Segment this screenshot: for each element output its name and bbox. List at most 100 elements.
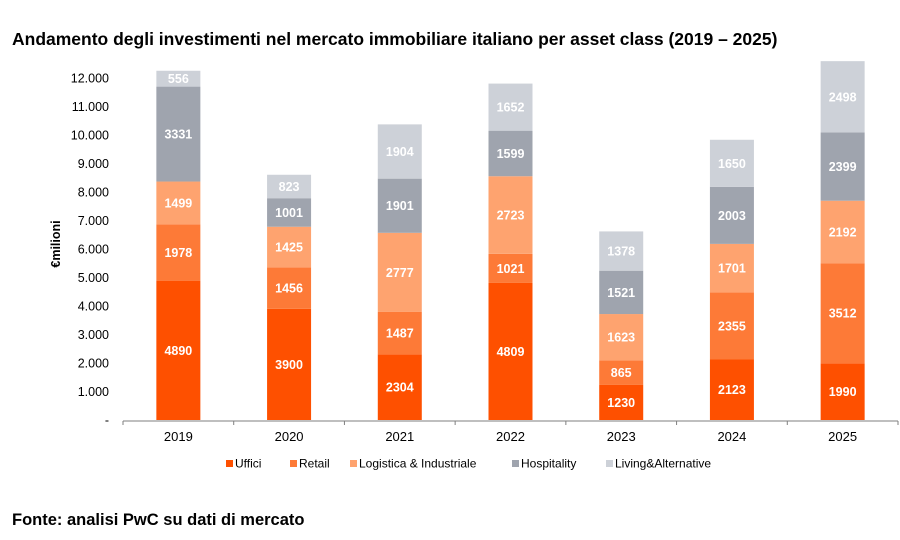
x-tick-label: 2022 xyxy=(496,429,525,444)
legend-swatch xyxy=(350,460,357,467)
bar-segment-living-alternative xyxy=(820,61,865,133)
data-label: 2123 xyxy=(718,383,746,397)
y-tick-label: 2.000 xyxy=(78,357,109,371)
bar-stack-2024: 2123 2355 1701 2003 1650 xyxy=(709,139,754,420)
y-tick-label: 7.000 xyxy=(78,214,109,228)
data-label: 2003 xyxy=(718,209,746,223)
data-label: 2355 xyxy=(718,319,746,333)
bar-segment-living-alternative xyxy=(709,139,754,187)
bar-segment-uffici xyxy=(377,354,422,420)
bar-segment-logistica-industriale xyxy=(488,176,533,254)
data-label: 556 xyxy=(168,72,189,86)
data-label: 1230 xyxy=(607,396,635,410)
source-note: Fonte: analisi PwC su dati di mercato xyxy=(12,511,305,529)
legend-swatch xyxy=(606,460,613,467)
legend-label: Retail xyxy=(299,457,330,471)
data-label: 4809 xyxy=(497,345,525,359)
bar-segment-hospitality xyxy=(156,86,201,182)
data-label: 1521 xyxy=(607,286,635,300)
bars: 4890 1978 1499 3331 556 3900 1456 1425 1001 823 23… xyxy=(156,61,865,420)
bar-segment-uffici xyxy=(488,282,533,420)
legend-label: Living&Alternative xyxy=(615,457,711,471)
legend-label: Hospitality xyxy=(521,457,576,471)
bar-segment-living-alternative xyxy=(488,83,533,131)
bar-segment-hospitality xyxy=(599,270,644,315)
data-label: 2399 xyxy=(829,160,857,174)
y-tick-label: 8.000 xyxy=(78,186,109,200)
bar-segment-retail xyxy=(267,267,312,309)
data-label: 1701 xyxy=(718,262,746,276)
data-label: 823 xyxy=(279,180,300,194)
x-tick-label: 2019 xyxy=(164,429,193,444)
bar-segment-uffici xyxy=(156,280,201,420)
y-tick-label: 3.000 xyxy=(78,328,109,342)
data-label: 1650 xyxy=(718,157,746,171)
legend-item-logistica-industriale: Logistica & Industriale xyxy=(350,457,477,471)
legend-item-retail: Retail xyxy=(290,457,330,471)
bar-segment-retail xyxy=(599,360,644,385)
bar-segment-logistica-industriale xyxy=(599,314,644,361)
bar-segment-uffici xyxy=(267,308,312,420)
y-tick-label: 10.000 xyxy=(71,129,109,143)
data-label: 1499 xyxy=(164,196,192,210)
data-label: 1978 xyxy=(164,246,192,260)
bar-segment-retail xyxy=(820,263,865,364)
data-label: 1456 xyxy=(275,282,303,296)
x-tick-label: 2021 xyxy=(385,429,414,444)
bar-segment-retail xyxy=(709,292,754,360)
data-label: 1425 xyxy=(275,241,303,255)
y-tick-label: 5.000 xyxy=(78,271,109,285)
bar-segment-logistica-industriale xyxy=(156,181,201,225)
bar-segment-uffici xyxy=(820,363,865,420)
bar-segment-retail xyxy=(156,224,201,281)
bar-segment-hospitality xyxy=(377,178,422,233)
bar-segment-hospitality xyxy=(820,132,865,201)
bar-segment-living-alternative xyxy=(377,124,422,179)
legend-label: Logistica & Industriale xyxy=(359,457,477,471)
bar-segment-living-alternative xyxy=(156,70,201,87)
y-tick-label: 11.000 xyxy=(72,100,109,114)
x-tick-label: 2024 xyxy=(717,429,746,444)
bar-segment-retail xyxy=(488,253,533,283)
data-label: 2192 xyxy=(829,225,857,239)
legend-swatch xyxy=(226,460,233,467)
bar-segment-logistica-industriale xyxy=(267,226,312,268)
data-label: 1623 xyxy=(607,331,635,345)
bar-segment-logistica-industriale xyxy=(709,243,754,293)
data-label: 1487 xyxy=(386,327,414,341)
bar-segment-uffici xyxy=(709,359,754,420)
x-tick-label: 2025 xyxy=(828,429,857,444)
legend-item-hospitality: Hospitality xyxy=(512,457,576,471)
y-tick-label: 1.000 xyxy=(78,385,109,399)
data-label: 3900 xyxy=(275,358,303,372)
bar-segment-logistica-industriale xyxy=(377,232,422,312)
bar-stack-2022: 4809 1021 2723 1599 1652 xyxy=(488,83,533,420)
bar-segment-hospitality xyxy=(267,198,312,227)
y-tick-label: 12.000 xyxy=(71,72,109,86)
bar-stack-2019: 4890 1978 1499 3331 556 xyxy=(156,70,201,420)
data-label: 1021 xyxy=(497,262,525,276)
data-label: 3331 xyxy=(164,128,192,142)
x-tick-label: 2023 xyxy=(607,429,636,444)
bar-stack-2020: 3900 1456 1425 1001 823 xyxy=(267,174,312,420)
data-label: 3512 xyxy=(829,307,857,321)
x-axis: 2019 2020 2021 2022 2023 2024 2025 xyxy=(122,420,899,444)
bar-segment-logistica-industriale xyxy=(820,200,865,264)
bar-stack-2025: 1990 3512 2192 2399 2498 xyxy=(820,61,865,420)
y-axis: - 1.000 2.000 3.000 4.000 5.000 6.000 7.000 8.00… xyxy=(71,72,109,428)
data-label: 1652 xyxy=(497,101,525,115)
y-tick-label: 6.000 xyxy=(78,243,109,257)
data-label: 1599 xyxy=(497,147,525,161)
legend: Uffici Retail Logistica & Industriale Hospi… xyxy=(226,457,711,471)
data-label: 2723 xyxy=(497,209,525,223)
y-tick-label: 9.000 xyxy=(78,157,109,171)
data-label: 1378 xyxy=(607,245,635,259)
bar-segment-retail xyxy=(377,311,422,355)
data-label: 865 xyxy=(611,366,632,380)
bar-stack-2023: 1230 865 1623 1521 1378 xyxy=(599,231,644,420)
legend-label: Uffici xyxy=(235,457,261,471)
legend-swatch xyxy=(512,460,519,467)
bar-segment-uffici xyxy=(599,384,644,420)
bar-stack-2021: 2304 1487 2777 1901 1904 xyxy=(377,124,422,420)
